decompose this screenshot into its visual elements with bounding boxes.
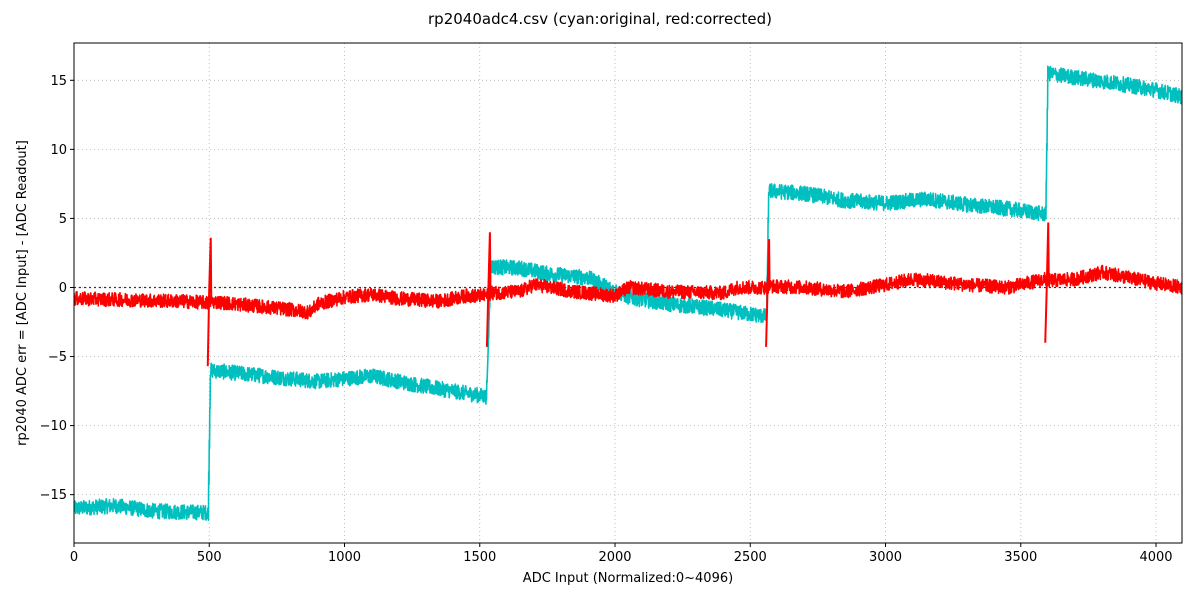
series-layer xyxy=(74,65,1182,521)
x-tick-label: 2500 xyxy=(734,550,767,565)
y-tick-label: 15 xyxy=(50,74,67,89)
correction-spike xyxy=(1044,222,1050,343)
x-tick-label: 3000 xyxy=(869,550,902,565)
series-line-original xyxy=(74,65,1182,521)
x-axis-label: ADC Input (Normalized:0~4096) xyxy=(523,571,733,586)
y-tick-label: 10 xyxy=(50,143,67,158)
x-axis: 0 500 1000 1500 2000 2500 3000 3500 4000 xyxy=(70,543,1173,565)
plot-frame xyxy=(73,42,1183,544)
x-tick-label: 3500 xyxy=(1004,550,1037,565)
y-axis-label: rp2040 ADC err = [ADC Input] - [ADC Read… xyxy=(15,140,30,446)
x-tick-label: 1500 xyxy=(463,550,496,565)
x-tick-label: 0 xyxy=(70,550,78,565)
x-tick-label: 2000 xyxy=(598,550,631,565)
x-tick-label: 500 xyxy=(197,550,222,565)
x-tick-label: 4000 xyxy=(1139,550,1172,565)
y-tick-label: 5 xyxy=(59,212,67,227)
y-tick-label: 0 xyxy=(59,281,67,296)
chart-title: rp2040adc4.csv (cyan:original, red:corre… xyxy=(428,10,772,28)
correction-spike xyxy=(485,232,492,347)
series-line-corrected xyxy=(74,264,1182,320)
y-axis: −15 −10 −5 0 5 10 15 xyxy=(40,74,74,503)
y-tick-label: −5 xyxy=(48,350,67,365)
x-tick-label: 1000 xyxy=(328,550,361,565)
correction-spike xyxy=(206,237,213,367)
correction-spike xyxy=(765,239,771,347)
y-tick-label: −10 xyxy=(40,419,67,434)
y-tick-label: −15 xyxy=(40,488,67,503)
